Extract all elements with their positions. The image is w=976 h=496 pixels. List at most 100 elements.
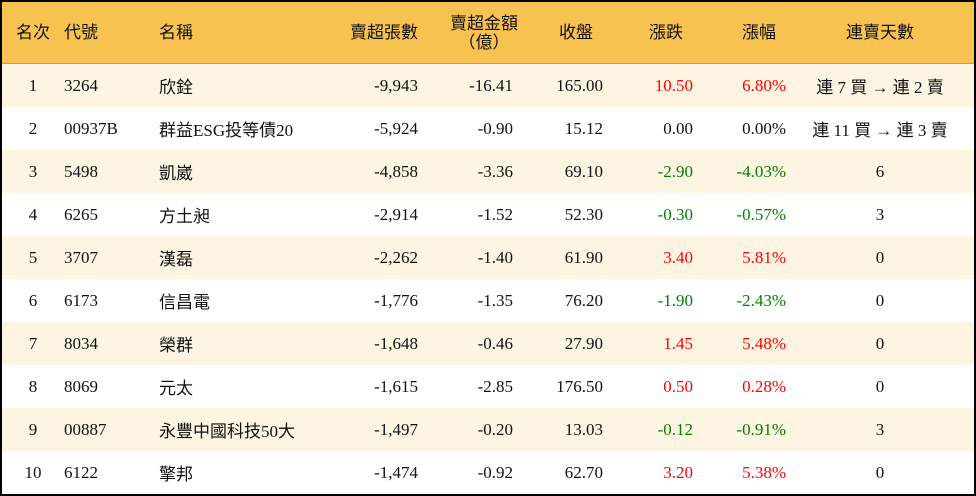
rank-cell: 9 bbox=[2, 408, 64, 451]
header-close: 收盤 bbox=[518, 2, 606, 64]
code-cell: 8069 bbox=[64, 376, 98, 396]
close-cell: 62.70 bbox=[564, 462, 603, 482]
code-cell: 3264 bbox=[64, 63, 148, 107]
change-pct-cell: 0.00% bbox=[742, 118, 786, 138]
change-pct-cell: -4.03% bbox=[696, 150, 786, 193]
net-sell-lots-cell: -1,497 bbox=[318, 408, 418, 451]
change-pct-cell: -0.91% bbox=[696, 408, 786, 451]
change-cell: 10.50 bbox=[606, 63, 696, 107]
table-row: 8 8069 元太 -1,615 -2.85 176.50 0.50 0.28% 0 bbox=[2, 365, 974, 408]
net-sell-lots-cell: -2,262 bbox=[318, 236, 418, 279]
header-change-pct: 漲幅 bbox=[696, 2, 786, 64]
change-cell: -0.30 bbox=[657, 204, 693, 224]
name-cell: 凱崴 bbox=[148, 150, 318, 193]
net-sell-lots-cell: -1,615 bbox=[374, 376, 418, 396]
header-net-sell-amount: 賣超金額 （億） bbox=[418, 2, 518, 64]
change-cell: -0.12 bbox=[606, 408, 696, 451]
code-cell: 6265 bbox=[64, 204, 98, 224]
name-cell: 元太 bbox=[159, 379, 193, 398]
code-cell: 00937B bbox=[64, 118, 118, 138]
net-sell-amount-cell: -3.36 bbox=[418, 150, 518, 193]
net-sell-lots-cell: -1,474 bbox=[374, 462, 418, 482]
change-cell: 3.20 bbox=[663, 462, 693, 482]
table-row: 9 00887 永豐中國科技50大 -1,497 -0.20 13.03 -0.12 -0.9… bbox=[2, 408, 974, 451]
change-cell: 3.40 bbox=[606, 236, 696, 279]
change-pct-cell: 5.81% bbox=[696, 236, 786, 279]
change-pct-cell: 5.48% bbox=[696, 322, 786, 365]
net-sell-lots-cell: -1,648 bbox=[318, 322, 418, 365]
header-rank: 名次 bbox=[2, 2, 64, 64]
close-cell: 176.50 bbox=[556, 376, 603, 396]
net-sell-lots-cell: -4,858 bbox=[318, 150, 418, 193]
code-cell: 5498 bbox=[64, 150, 148, 193]
close-cell: 165.00 bbox=[518, 63, 606, 107]
code-cell: 00887 bbox=[64, 408, 148, 451]
change-pct-cell: -0.57% bbox=[736, 204, 786, 224]
net-sell-amount-cell: -1.52 bbox=[477, 204, 513, 224]
code-cell: 6173 bbox=[64, 290, 98, 310]
rank-cell: 10 bbox=[24, 462, 42, 482]
header-change: 漲跌 bbox=[606, 2, 696, 64]
consecutive-days-cell: 3 bbox=[786, 408, 974, 451]
net-sell-amount-cell: -1.35 bbox=[477, 290, 513, 310]
net-sell-lots-cell: -1,776 bbox=[374, 290, 418, 310]
header-amount-line2: （億） bbox=[458, 32, 510, 52]
name-cell: 方土昶 bbox=[159, 207, 210, 226]
rank-cell: 7 bbox=[2, 322, 64, 365]
consecutive-days-cell: 0 bbox=[875, 290, 885, 310]
consecutive-days-cell: 0 bbox=[786, 236, 974, 279]
table-row: 1 3264 欣銓 -9,943 -16.41 165.00 10.50 6.80% 連 7 買… bbox=[2, 63, 974, 107]
close-cell: 15.12 bbox=[564, 118, 603, 138]
table-row: 6 6173 信昌電 -1,776 -1.35 76.20 -1.90 -2.43% 0 bbox=[2, 279, 974, 322]
consecutive-days-cell: 6 bbox=[786, 150, 974, 193]
consecutive-days-cell: 3 bbox=[875, 204, 885, 224]
table-row: 3 5498 凱崴 -4,858 -3.36 69.10 -2.90 -4.03% 6 bbox=[2, 150, 974, 193]
net-sell-lots-cell: -9,943 bbox=[318, 63, 418, 107]
table-row: 10 6122 擎邦 -1,474 -0.92 62.70 3.20 5.38% 0 bbox=[2, 451, 974, 494]
consecutive-days-cell: 0 bbox=[786, 322, 974, 365]
change-pct-cell: 0.28% bbox=[742, 376, 786, 396]
net-sell-lots-cell: -2,914 bbox=[374, 204, 418, 224]
header-consecutive-days: 連賣天數 bbox=[786, 2, 974, 64]
header-name: 名稱 bbox=[148, 2, 318, 64]
header-code: 代號 bbox=[64, 2, 148, 64]
header-row: 名次 代號 名稱 賣超張數 賣超金額 （億） 收盤 漲跌 漲幅 連賣天數 bbox=[2, 2, 974, 64]
consecutive-days-cell: 連 7 買 → 連 2 賣 bbox=[786, 63, 974, 107]
name-cell: 信昌電 bbox=[159, 293, 210, 312]
close-cell: 52.30 bbox=[564, 204, 603, 224]
rank-cell: 6 bbox=[28, 290, 38, 310]
net-sell-amount-cell: -16.41 bbox=[418, 63, 518, 107]
change-cell: 0.50 bbox=[663, 376, 693, 396]
net-sell-amount-cell: -0.92 bbox=[477, 462, 513, 482]
code-cell: 6122 bbox=[64, 462, 98, 482]
consecutive-days-cell: 連 11 買 → 連 3 賣 bbox=[812, 121, 948, 140]
header-net-sell-lots: 賣超張數 bbox=[318, 2, 418, 64]
rank-cell: 8 bbox=[28, 376, 38, 396]
net-sell-amount-cell: -2.85 bbox=[477, 376, 513, 396]
name-cell: 群益ESG投等債20 bbox=[159, 121, 294, 140]
consecutive-days-cell: 0 bbox=[875, 462, 885, 482]
name-cell: 欣銓 bbox=[148, 63, 318, 107]
net-sell-amount-cell: -0.46 bbox=[418, 322, 518, 365]
name-cell: 榮群 bbox=[148, 322, 318, 365]
close-cell: 61.90 bbox=[518, 236, 606, 279]
change-cell: 1.45 bbox=[606, 322, 696, 365]
rank-cell: 3 bbox=[2, 150, 64, 193]
close-cell: 27.90 bbox=[518, 322, 606, 365]
table-row: 7 8034 榮群 -1,648 -0.46 27.90 1.45 5.48% 0 bbox=[2, 322, 974, 365]
change-cell: 0.00 bbox=[663, 118, 693, 138]
table-row: 5 3707 漢磊 -2,262 -1.40 61.90 3.40 5.81% 0 bbox=[2, 236, 974, 279]
name-cell: 永豐中國科技50大 bbox=[148, 408, 318, 451]
header-amount-line1: 賣超金額 bbox=[450, 13, 518, 33]
change-pct-cell: -2.43% bbox=[736, 290, 786, 310]
close-cell: 69.10 bbox=[518, 150, 606, 193]
rank-cell: 2 bbox=[28, 118, 38, 138]
change-pct-cell: 5.38% bbox=[742, 462, 786, 482]
change-cell: -2.90 bbox=[606, 150, 696, 193]
consecutive-days-cell: 0 bbox=[875, 376, 885, 396]
net-sell-lots-cell: -5,924 bbox=[374, 118, 418, 138]
table-row: 2 00937B 群益ESG投等債20 -5,924 -0.90 15.12 0.00 0.0… bbox=[2, 107, 974, 150]
change-pct-cell: 6.80% bbox=[696, 63, 786, 107]
